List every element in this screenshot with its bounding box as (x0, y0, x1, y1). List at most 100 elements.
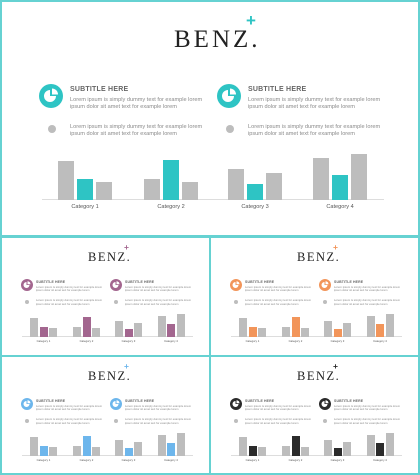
chart-bar (239, 436, 247, 456)
body-line: Lorem ipsum is simply dummy text for exa… (36, 417, 103, 421)
category-label: Category 2 (79, 339, 94, 343)
body-text-secondary-left: Lorem ipsum is simply dummy text for exa… (36, 298, 103, 306)
body-text-right: Lorem ipsum is simply dummy text for exa… (125, 404, 191, 412)
slide-thumbnail-orange[interactable]: BENZ. + SUBTITLE HERE Lorem ipsum is simply… (209, 236, 420, 357)
chart-bar (30, 317, 38, 337)
brand-logo: BENZ. (297, 250, 341, 264)
category-label: Category 2 (288, 339, 303, 343)
bar-chart: Category 1 Category 2 Category 3 Category 4 (22, 432, 193, 462)
body-line: ipsum dolor sit amet text for example lo… (125, 407, 179, 412)
body-text-secondary-left: Lorem ipsum is simply dummy text for exa… (245, 417, 311, 425)
chart-bar (30, 436, 38, 456)
subtitle-right: SUBTITLE HERE (125, 280, 155, 284)
body-line: Lorem ipsum is simply dummy text for exa… (334, 298, 401, 302)
chart-bar (92, 328, 100, 337)
category-label: Category 4 (164, 339, 178, 343)
chart-bar (49, 447, 57, 456)
chart-bar (82, 317, 91, 337)
chart-bar (239, 317, 247, 337)
bullet-dot (114, 418, 118, 423)
category-label: Category 3 (330, 339, 345, 343)
body-line: Lorem ipsum is simply dummy text for exa… (36, 298, 103, 302)
body-text-right: Lorem ipsum is simply dummy text for exa… (125, 285, 191, 293)
chart-bar (163, 160, 179, 200)
chart-bar (301, 328, 309, 337)
chart-bar (333, 329, 342, 337)
chart-bar (366, 316, 375, 337)
body-text-secondary-right: Lorem ipsum is simply dummy text for exa… (334, 417, 401, 425)
body-line: Lorem ipsum is simply dummy text for exa… (334, 417, 401, 421)
subtitle-right: SUBTITLE HERE (334, 399, 364, 403)
chart-bar (282, 326, 290, 337)
pie-chart-icon (109, 279, 122, 291)
body-line: Lorem ipsum is simply dummy text for exa… (70, 97, 203, 103)
category-label: Category 1 (36, 339, 51, 343)
chart-bar (291, 436, 300, 456)
chart-bar (39, 326, 48, 337)
body-text-left: Lorem ipsum is simply dummy text for exa… (245, 404, 311, 412)
brand-logo: BENZ. (174, 26, 261, 53)
body-line: ipsum dolor sit amet text for example lo… (245, 420, 299, 425)
body-line: Lorem ipsum is simply dummy text for exa… (125, 417, 192, 421)
body-line: Lorem ipsum is simply dummy text for exa… (245, 284, 312, 289)
category-label: Category 3 (241, 204, 269, 210)
chart-bar (385, 314, 394, 337)
subtitle-left: SUBTITLE HERE (245, 280, 275, 284)
bar-chart: Category 1 Category 2 Category 3 Category 4 (231, 432, 402, 462)
body-text-secondary-right: Lorem ipsum is simply dummy text for exa… (125, 298, 191, 306)
bullet-dot (234, 299, 238, 304)
plus-icon: + (246, 11, 256, 30)
plus-icon: + (124, 361, 129, 371)
chart-bar (324, 440, 332, 456)
category-label: Category 3 (121, 458, 136, 462)
chart-bar (266, 172, 282, 200)
slide-main[interactable]: BENZ. + SUBTITLE HERE Lorem ipsum is simply… (0, 0, 420, 238)
category-label: Category 2 (157, 204, 185, 210)
chart-bar (351, 154, 367, 200)
chart-bar (82, 436, 91, 456)
body-line: ipsum dolor sit amet text for example lo… (125, 420, 179, 425)
body-text-left: Lorem ipsum is simply dummy text for exa… (245, 284, 312, 293)
slide-thumbnail-purple[interactable]: BENZ. + SUBTITLE HERE Lorem ipsum is simply… (0, 236, 211, 357)
category-label: Category 2 (288, 458, 303, 462)
body-line: Lorem ipsum is simply dummy text for exa… (334, 403, 401, 408)
body-line: Lorem ipsum is simply dummy text for exa… (245, 298, 312, 302)
pie-chart-icon (39, 84, 63, 108)
body-line: ipsum dolor sit amet text for example lo… (36, 407, 90, 412)
chart-bar (332, 174, 348, 200)
plus-icon: + (333, 361, 338, 371)
pie-chart-icon (217, 84, 241, 108)
body-line: Lorem ipsum is simply dummy text for exa… (36, 403, 103, 408)
category-label: Category 1 (245, 458, 260, 462)
chart-baseline (22, 336, 193, 337)
slide-thumbnail-black[interactable]: BENZ. + SUBTITLE HERE Lorem ipsum is simply… (209, 355, 420, 475)
body-text-right: Lorem ipsum is simply dummy text for exa… (334, 284, 401, 293)
body-line: Lorem ipsum is simply dummy text for exa… (70, 124, 203, 130)
bullet-dot (226, 125, 234, 133)
chart-bar (282, 445, 290, 456)
chart-bar (92, 447, 100, 456)
brand-logo: BENZ. (88, 250, 132, 264)
body-line: ipsum dolor sit amet text for example lo… (334, 407, 388, 412)
plus-icon: + (333, 242, 338, 252)
body-line: ipsum dolor sit amet text for example lo… (245, 407, 299, 412)
pie-chart-icon (20, 279, 33, 291)
chart-bar (167, 324, 175, 337)
body-line: ipsum dolor sit amet text for example lo… (70, 104, 177, 111)
body-line: ipsum dolor sit amet text for example lo… (36, 420, 90, 425)
slide-thumbnail-blue[interactable]: BENZ. + SUBTITLE HERE Lorem ipsum is simply… (0, 355, 211, 475)
chart-bar (228, 168, 244, 200)
chart-bar (366, 435, 375, 456)
chart-baseline (231, 455, 402, 456)
brand-logo: BENZ. (297, 369, 341, 383)
chart-bar (77, 179, 93, 200)
subtitle-left: SUBTITLE HERE (36, 399, 66, 403)
body-text-left: Lorem ipsum is simply dummy text for exa… (36, 285, 102, 293)
body-line: Lorem ipsum is simply dummy text for exa… (334, 284, 401, 289)
chart-bar (96, 182, 112, 200)
bullet-dot (323, 418, 327, 423)
plus-icon: + (124, 242, 129, 252)
category-label: Category 3 (121, 339, 136, 343)
chart-bar (258, 328, 266, 337)
chart-bar (73, 445, 81, 456)
